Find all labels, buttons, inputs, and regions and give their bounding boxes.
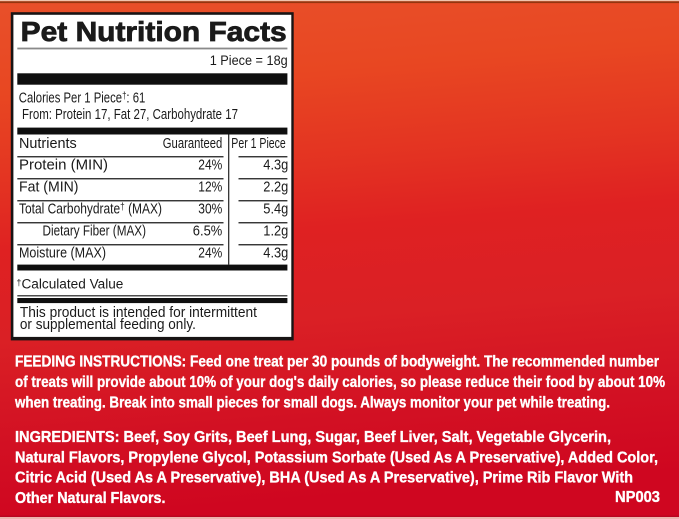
svg-text:4.3g: 4.3g [263, 157, 288, 173]
svg-text:or supplemental feeding only.: or supplemental feeding only. [20, 316, 196, 333]
svg-text:5.4g: 5.4g [263, 202, 288, 218]
svg-text:4.3g: 4.3g [263, 246, 288, 262]
svg-text:Moisture (MAX): Moisture (MAX) [19, 246, 106, 262]
svg-text:Citric Acid (Used As A Preserv: Citric Acid (Used As A Preservative), BH… [15, 470, 633, 487]
svg-text:Protein (MIN): Protein (MIN) [19, 157, 108, 173]
svg-text:†Calculated Value: †Calculated Value [16, 277, 123, 293]
svg-text:12%: 12% [198, 179, 222, 195]
svg-text:1.2g: 1.2g [263, 224, 288, 240]
svg-text:Dietary Fiber (MAX): Dietary Fiber (MAX) [43, 224, 147, 240]
svg-text:Natural Flavors, Propylene Gly: Natural Flavors, Propylene Glycol, Potas… [15, 449, 658, 466]
svg-text:of treats will provide about 1: of treats will provide about 10% of your… [15, 374, 665, 391]
svg-text:when treating. Break into smal: when treating. Break into small pieces f… [14, 394, 610, 411]
svg-text:INGREDIENTS: Beef, Soy Grits,: INGREDIENTS: Beef, Soy Grits, Beef Lung,… [15, 429, 611, 446]
svg-text:Other Natural Flavors.: Other Natural Flavors. [15, 490, 166, 507]
svg-text:Fat (MIN): Fat (MIN) [19, 179, 79, 195]
svg-text:24%: 24% [198, 157, 222, 173]
svg-text:FEEDING INSTRUCTIONS: Feed one: FEEDING INSTRUCTIONS: Feed one treat per… [15, 354, 659, 371]
svg-text:2.2g: 2.2g [263, 179, 288, 195]
svg-text:6.5%: 6.5% [193, 224, 223, 240]
svg-text:Calories Per 1 Piece†: 61: Calories Per 1 Piece†: 61 [19, 90, 145, 106]
svg-text:Per 1 Piece: Per 1 Piece [231, 136, 285, 152]
svg-text:Guaranteed: Guaranteed [163, 136, 223, 152]
svg-text:1 Piece = 18g: 1 Piece = 18g [210, 53, 288, 68]
svg-text:30%: 30% [198, 202, 222, 218]
svg-text:This product is intended for i: This product is intended for intermitten… [20, 304, 258, 321]
svg-text:Pet Nutrition Facts: Pet Nutrition Facts [21, 16, 287, 47]
svg-text:NP003: NP003 [615, 489, 660, 506]
svg-text:Nutrients: Nutrients [19, 136, 77, 152]
svg-text:24%: 24% [198, 246, 222, 262]
svg-text:From: Protein 17, Fat 27, Carb: From: Protein 17, Fat 27, Carbohydrate 1… [22, 107, 238, 123]
svg-text:Total Carbohydrate† (MAX): Total Carbohydrate† (MAX) [19, 202, 162, 218]
